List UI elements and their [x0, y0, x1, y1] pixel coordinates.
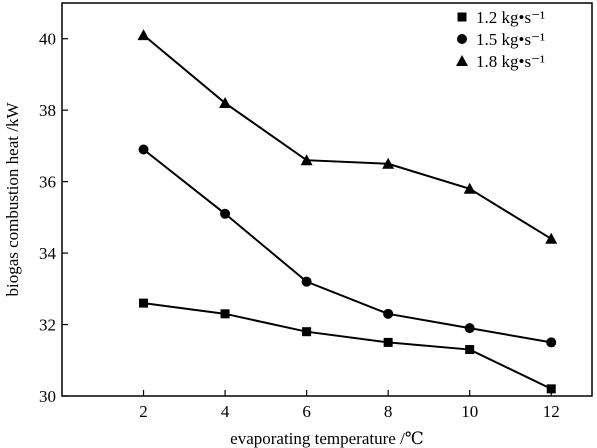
- series-2: [138, 144, 557, 348]
- data-point: [546, 384, 556, 394]
- x-tick-label: 4: [221, 402, 230, 421]
- data-point: [465, 345, 475, 355]
- legend-item: 1.5 kg•s⁻¹: [457, 30, 545, 49]
- plot-border: [61, 2, 593, 397]
- data-point: [220, 309, 230, 319]
- data-point: [139, 298, 149, 308]
- series-layer: [137, 29, 558, 394]
- y-axis-ticks: 30 32 34 36 38 40: [39, 30, 68, 406]
- series-line: [143, 302, 552, 390]
- legend-label: 1.5 kg•s⁻¹: [476, 30, 545, 49]
- data-point: [302, 327, 312, 337]
- x-tick-label: 8: [384, 402, 393, 421]
- legend-marker: [457, 12, 467, 22]
- x-tick-label: 6: [302, 402, 311, 421]
- y-tick-label: 38: [39, 101, 56, 120]
- data-point: [546, 337, 557, 348]
- legend-label: 1.2 kg•s⁻¹: [476, 8, 545, 27]
- legend-marker: [457, 34, 467, 44]
- series-3: [137, 29, 558, 244]
- data-point: [220, 208, 231, 219]
- legend-label: 1.8 kg•s⁻¹: [476, 52, 545, 71]
- plot-frame: [61, 2, 593, 397]
- data-point: [301, 276, 312, 287]
- x-tick-label: 12: [543, 402, 560, 421]
- y-tick-label: 40: [39, 30, 56, 49]
- legend-marker: [456, 55, 468, 66]
- legend-item: 1.2 kg•s⁻¹: [457, 8, 545, 27]
- data-point: [138, 144, 149, 155]
- series-1: [139, 298, 556, 394]
- data-point: [383, 337, 393, 347]
- data-point: [463, 182, 476, 194]
- data-point: [300, 154, 313, 166]
- x-axis-title: evaporating temperature /℃: [230, 429, 424, 448]
- data-point: [383, 308, 394, 319]
- x-tick-label: 2: [139, 402, 148, 421]
- data-point: [219, 97, 232, 109]
- data-point: [137, 29, 150, 41]
- data-point: [464, 323, 475, 334]
- legend-item: 1.8 kg•s⁻¹: [456, 52, 545, 71]
- series-line: [142, 148, 552, 344]
- y-tick-label: 34: [39, 244, 57, 263]
- x-tick-label: 10: [461, 402, 478, 421]
- series-line: [142, 34, 552, 240]
- y-axis-title: biogas combustion heat /kW: [3, 102, 22, 297]
- y-tick-label: 30: [39, 387, 56, 406]
- data-point: [545, 232, 558, 244]
- data-point: [382, 157, 395, 169]
- legend: 1.2 kg•s⁻¹ 1.5 kg•s⁻¹ 1.8 kg•s⁻¹: [456, 8, 545, 71]
- x-axis-ticks: 2 4 6 8 10 12: [139, 390, 560, 421]
- y-tick-label: 36: [39, 173, 56, 192]
- y-tick-label: 32: [39, 316, 56, 335]
